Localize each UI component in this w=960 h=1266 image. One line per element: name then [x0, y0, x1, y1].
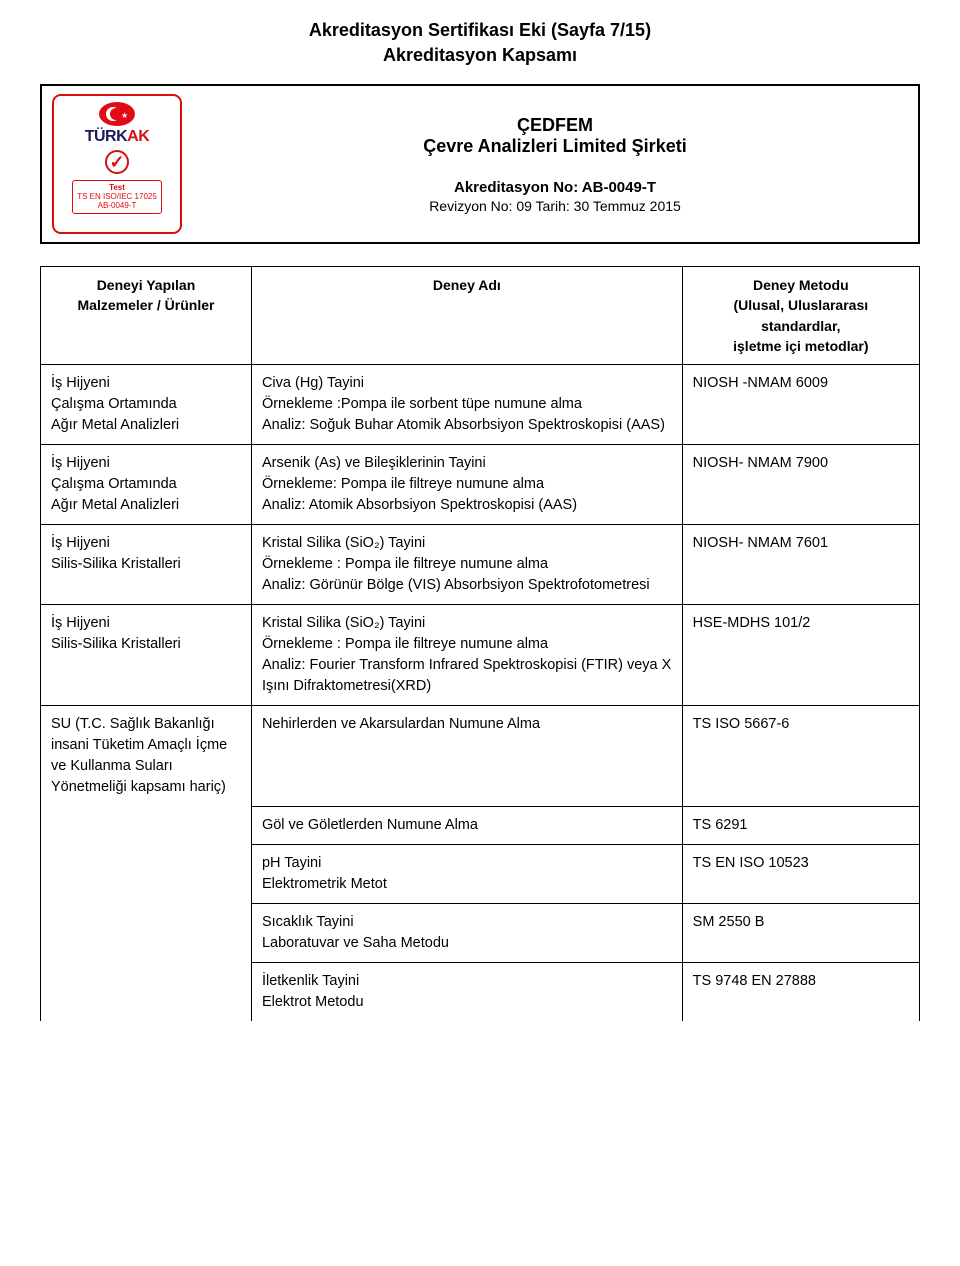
cell-test: Sıcaklık TayiniLaboratuvar ve Saha Metod… [251, 904, 682, 963]
cell-material-cont [41, 844, 252, 903]
logo-box-l1: Test [77, 183, 157, 192]
cell-test: İletkenlik TayiniElektrot Metodu [251, 963, 682, 1022]
accreditation-no: Akreditasyon No: AB-0049-T [454, 179, 656, 196]
cell-test: Nehirlerden ve Akarsulardan Numune Alma [251, 706, 682, 807]
th1-l1: Deneyi Yapılan [51, 275, 241, 295]
table-header-row: Deneyi Yapılan Malzemeler / Ürünler Dene… [41, 267, 920, 365]
th3-l1: Deney Metodu [693, 275, 909, 295]
accreditation-table: Deneyi Yapılan Malzemeler / Ürünler Dene… [40, 266, 920, 1021]
table-row: SU (T.C. Sağlık Bakanlığı insani Tüketim… [41, 706, 920, 807]
table-row: İş HijyeniÇalışma OrtamındaAğır Metal An… [41, 445, 920, 525]
th3-l3: işletme içi metodlar) [693, 336, 909, 356]
logo-cell: ★ TÜRKAK ✓ Test TS EN ISO/IEC 17025 AB-0… [42, 86, 192, 242]
table-row: Sıcaklık TayiniLaboratuvar ve Saha Metod… [41, 904, 920, 963]
table-row: İş HijyeniSilis-Silika Kristalleri Krist… [41, 525, 920, 605]
cell-test: Göl ve Göletlerden Numune Alma [251, 806, 682, 844]
brand-part1: TÜRK [85, 128, 127, 145]
header-right: ÇEDFEM Çevre Analizleri Limited Şirketi … [192, 86, 918, 242]
logo-info-box: Test TS EN ISO/IEC 17025 AB-0049-T [72, 180, 162, 214]
cell-material: İş HijyeniÇalışma OrtamındaAğır Metal An… [41, 445, 252, 525]
th1-l2: Malzemeler / Ürünler [51, 295, 241, 315]
doc-title-1: Akreditasyon Sertifikası Eki (Sayfa 7/15… [40, 20, 920, 41]
cell-test: Kristal Silika (SiO₂) TayiniÖrnekleme : … [251, 525, 682, 605]
logo-box-l2: TS EN ISO/IEC 17025 [77, 192, 157, 201]
cell-method: TS 6291 [682, 806, 919, 844]
cell-method: TS EN ISO 10523 [682, 844, 919, 903]
th3-l2: (Ulusal, Uluslararası standardlar, [693, 295, 909, 336]
turkak-logo: ★ TÜRKAK ✓ Test TS EN ISO/IEC 17025 AB-0… [52, 94, 182, 234]
cell-method: TS 9748 EN 27888 [682, 963, 919, 1022]
cell-method: HSE-MDHS 101/2 [682, 605, 919, 706]
cell-method: NIOSH -NMAM 6009 [682, 365, 919, 445]
th-method: Deney Metodu (Ulusal, Uluslararası stand… [682, 267, 919, 365]
cell-material: İş HijyeniÇalışma OrtamındaAğır Metal An… [41, 365, 252, 445]
cell-method: TS ISO 5667-6 [682, 706, 919, 807]
revision-info: Revizyon No: 09 Tarih: 30 Temmuz 2015 [429, 198, 681, 214]
cell-test: Arsenik (As) ve Bileşiklerinin TayiniÖrn… [251, 445, 682, 525]
header-box: ★ TÜRKAK ✓ Test TS EN ISO/IEC 17025 AB-0… [40, 84, 920, 244]
table-row: Göl ve Göletlerden Numune Alma TS 6291 [41, 806, 920, 844]
logo-brand: TÜRKAK [85, 128, 150, 146]
table-row: İletkenlik TayiniElektrot Metodu TS 9748… [41, 963, 920, 1022]
table-row: İş HijyeniÇalışma OrtamındaAğır Metal An… [41, 365, 920, 445]
table-row: İş HijyeniSilis-Silika Kristalleri Krist… [41, 605, 920, 706]
check-icon: ✓ [105, 150, 129, 174]
cell-material-cont [41, 806, 252, 844]
org-name-2: Çevre Analizleri Limited Şirketi [423, 136, 686, 157]
cell-test: Civa (Hg) TayiniÖrnekleme :Pompa ile sor… [251, 365, 682, 445]
brand-part2: AK [127, 128, 149, 145]
th-materials: Deneyi Yapılan Malzemeler / Ürünler [41, 267, 252, 365]
cell-test: pH TayiniElektrometrik Metot [251, 844, 682, 903]
doc-title-2: Akreditasyon Kapsamı [40, 45, 920, 66]
th-test-name: Deney Adı [251, 267, 682, 365]
cell-method: SM 2550 B [682, 904, 919, 963]
cell-material-cont [41, 963, 252, 1022]
cell-method: NIOSH- NMAM 7601 [682, 525, 919, 605]
cell-method: NIOSH- NMAM 7900 [682, 445, 919, 525]
org-name-1: ÇEDFEM [517, 115, 593, 136]
table-row: pH TayiniElektrometrik Metot TS EN ISO 1… [41, 844, 920, 903]
flag-icon: ★ [99, 102, 135, 126]
cell-test: Kristal Silika (SiO₂) TayiniÖrnekleme : … [251, 605, 682, 706]
logo-box-l3: AB-0049-T [77, 201, 157, 210]
cell-material: SU (T.C. Sağlık Bakanlığı insani Tüketim… [41, 706, 252, 807]
cell-material: İş HijyeniSilis-Silika Kristalleri [41, 525, 252, 605]
cell-material: İş HijyeniSilis-Silika Kristalleri [41, 605, 252, 706]
cell-material-cont [41, 904, 252, 963]
